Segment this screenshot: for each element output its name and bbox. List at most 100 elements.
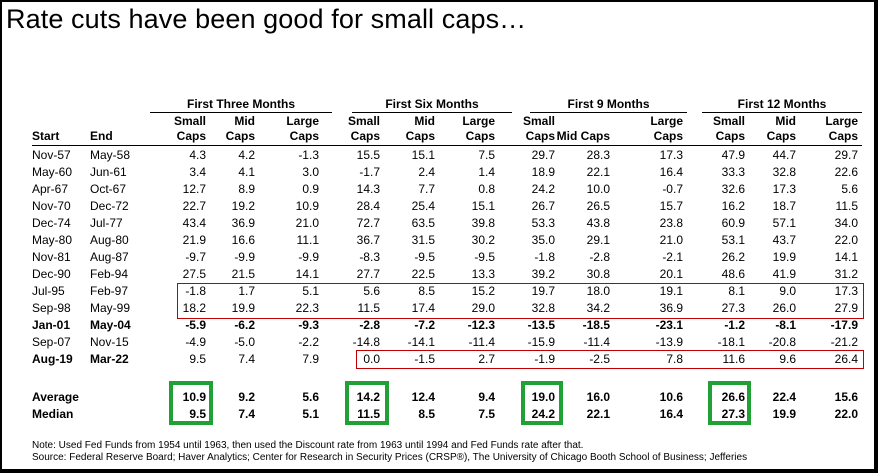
table-cell: 32.6 bbox=[721, 182, 745, 196]
summary-cell: 10.9 bbox=[182, 390, 206, 404]
row-start-date: Jan-01 bbox=[32, 318, 71, 332]
table-cell: 14.1 bbox=[295, 267, 319, 281]
table-cell: 72.7 bbox=[356, 216, 380, 230]
table-cell: -13.5 bbox=[527, 318, 555, 332]
summary-cell: 11.5 bbox=[357, 407, 380, 421]
table-row: Nov-57 May-58 4.3 4.2 -1.3 15.5 15.1 7.5 29.7 28.… bbox=[0, 147, 880, 163]
table-cell: -23.1 bbox=[655, 318, 683, 332]
summary-cell: 12.4 bbox=[411, 390, 435, 404]
table-cell: 29.7 bbox=[834, 148, 858, 162]
table-row: Apr-67 Oct-67 12.7 8.9 0.9 14.3 7.7 0.8 24.2 10.0… bbox=[0, 181, 880, 197]
row-start-date: Aug-19 bbox=[32, 352, 73, 366]
table-cell: 20.1 bbox=[659, 267, 683, 281]
summary-cell: 10.6 bbox=[659, 390, 683, 404]
row-start-date: Nov-81 bbox=[32, 250, 71, 264]
table-cell: -9.7 bbox=[185, 250, 206, 264]
table-cell: 8.1 bbox=[728, 284, 745, 298]
column-header: Mid Caps bbox=[556, 129, 610, 143]
summary-cell: 22.1 bbox=[586, 407, 610, 421]
table-cell: 0.9 bbox=[302, 182, 319, 196]
table-cell: 8.5 bbox=[418, 284, 435, 298]
table-cell: -6.2 bbox=[234, 318, 255, 332]
table-cell: 7.5 bbox=[478, 148, 495, 162]
table-cell: -1.8 bbox=[185, 284, 206, 298]
table-cell: -2.8 bbox=[589, 250, 610, 264]
table-row: Aug-19 Mar-22 9.5 7.4 7.9 0.0 -1.5 2.7 -1.9 -2.5 7… bbox=[0, 351, 880, 367]
table-cell: 26.7 bbox=[531, 199, 555, 213]
row-start-date: Nov-57 bbox=[32, 148, 71, 162]
table-cell: 22.1 bbox=[586, 165, 610, 179]
table-cell: 26.5 bbox=[586, 199, 610, 213]
highlight-box-green bbox=[345, 381, 389, 425]
table-cell: 15.2 bbox=[471, 284, 495, 298]
table-row: Jul-95 Feb-97 -1.8 1.7 5.1 5.6 8.5 15.2 19.7 18.0… bbox=[0, 283, 880, 299]
group-header: First Three Months bbox=[150, 96, 332, 113]
table-cell: -4.9 bbox=[185, 335, 206, 349]
summary-cell: 5.1 bbox=[302, 407, 319, 421]
column-header: Caps bbox=[766, 129, 796, 143]
summary-cell: 19.9 bbox=[772, 407, 796, 421]
summary-cell: 16.4 bbox=[659, 407, 683, 421]
table-cell: 29.0 bbox=[471, 301, 495, 315]
column-header: Large bbox=[650, 114, 683, 128]
table-cell: -11.4 bbox=[468, 335, 495, 349]
highlight-box-red bbox=[177, 283, 864, 319]
summary-cell: 26.6 bbox=[721, 390, 745, 404]
row-end-date: Dec-72 bbox=[90, 199, 129, 213]
table-cell: 18.2 bbox=[182, 301, 206, 315]
table-cell: 5.1 bbox=[302, 284, 319, 298]
summary-cell: 24.2 bbox=[531, 407, 555, 421]
table-row: Sep-07 Nov-15 -4.9 -5.0 -2.2 -14.8 -14.1 -11.4 -… bbox=[0, 334, 880, 350]
table-cell: 5.6 bbox=[363, 284, 380, 298]
row-end-date: Jul-77 bbox=[90, 216, 123, 230]
table-cell: 26.0 bbox=[772, 301, 796, 315]
row-start-date: Sep-07 bbox=[32, 335, 71, 349]
column-header: Mid bbox=[775, 114, 796, 128]
table-cell: -2.8 bbox=[359, 318, 380, 332]
table-cell: -9.3 bbox=[298, 318, 319, 332]
table-cell: 26.4 bbox=[834, 352, 858, 366]
table-cell: -11.4 bbox=[583, 335, 610, 349]
table-cell: 9.5 bbox=[189, 352, 206, 366]
table-cell: 3.0 bbox=[302, 165, 319, 179]
row-end-date: Feb-94 bbox=[90, 267, 129, 281]
row-end-date: Aug-87 bbox=[90, 250, 129, 264]
table-row: Dec-74 Jul-77 43.4 36.9 21.0 72.7 63.5 39.8 53.3… bbox=[0, 215, 880, 231]
row-end-date: May-04 bbox=[90, 318, 131, 332]
table-cell: 22.0 bbox=[834, 233, 858, 247]
row-end-date: May-99 bbox=[90, 301, 131, 315]
table-row: Sep-98 May-99 18.2 19.9 22.3 11.5 17.4 29.0 32.8… bbox=[0, 300, 880, 316]
row-end-date: Aug-80 bbox=[90, 233, 129, 247]
table-cell: 26.2 bbox=[721, 250, 745, 264]
table-cell: 29.7 bbox=[531, 148, 555, 162]
table-cell: -9.9 bbox=[298, 250, 319, 264]
table-cell: -2.5 bbox=[589, 352, 610, 366]
table-cell: 1.7 bbox=[238, 284, 255, 298]
table-cell: 14.1 bbox=[834, 250, 858, 264]
table-cell: 60.9 bbox=[721, 216, 745, 230]
row-end-date: May-58 bbox=[90, 148, 131, 162]
table-cell: 8.9 bbox=[238, 182, 255, 196]
table-cell: -14.1 bbox=[407, 335, 435, 349]
table-cell: 2.4 bbox=[418, 165, 435, 179]
table-cell: 27.3 bbox=[721, 301, 745, 315]
table-cell: 22.3 bbox=[295, 301, 319, 315]
highlight-box-green bbox=[708, 381, 751, 425]
table-row: Nov-81 Aug-87 -9.7 -9.9 -9.9 -8.3 -9.5 -9.5 -1.8… bbox=[0, 249, 880, 265]
table-cell: -21.2 bbox=[830, 335, 858, 349]
table-cell: -20.8 bbox=[768, 335, 796, 349]
table-cell: 31.2 bbox=[834, 267, 858, 281]
table-cell: 14.3 bbox=[356, 182, 380, 196]
table-cell: 7.8 bbox=[666, 352, 683, 366]
table-row: Jan-01 May-04 -5.9 -6.2 -9.3 -2.8 -7.2 -12.3 -13… bbox=[0, 317, 880, 333]
table-cell: 53.1 bbox=[721, 233, 745, 247]
table-cell: 48.6 bbox=[721, 267, 745, 281]
summary-cell: 19.0 bbox=[531, 390, 555, 404]
table-cell: 31.5 bbox=[411, 233, 435, 247]
column-header: Caps bbox=[405, 129, 435, 143]
column-header: Small bbox=[347, 114, 380, 128]
table-cell: 36.7 bbox=[356, 233, 380, 247]
summary-row: Average 10.9 9.2 5.6 14.2 12.4 9.4 19.0 16.0 10.6… bbox=[0, 389, 880, 405]
summary-label: Average bbox=[32, 390, 79, 404]
